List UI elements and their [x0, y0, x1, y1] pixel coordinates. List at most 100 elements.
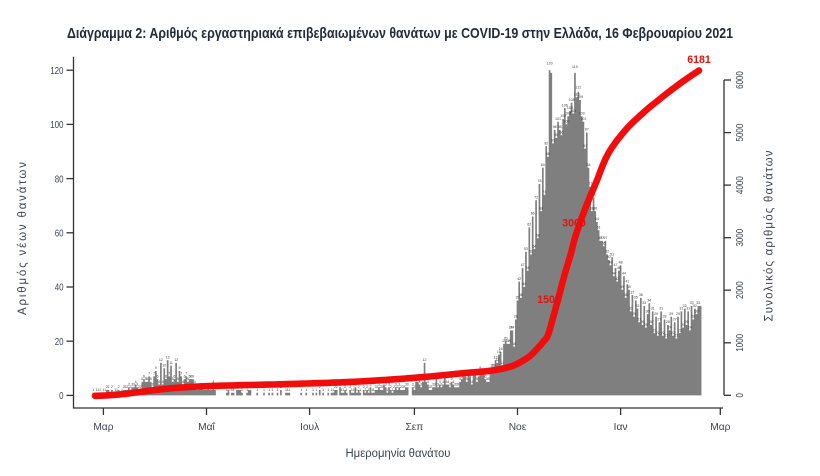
svg-text:88: 88 — [546, 152, 550, 156]
svg-text:110: 110 — [574, 93, 580, 97]
svg-text:1000: 1000 — [735, 334, 746, 352]
svg-text:36: 36 — [639, 293, 643, 297]
svg-text:3: 3 — [456, 383, 458, 387]
svg-text:7: 7 — [153, 372, 155, 376]
svg-text:3: 3 — [131, 383, 133, 387]
svg-text:32: 32 — [693, 304, 697, 308]
svg-text:0: 0 — [735, 393, 746, 398]
svg-text:1: 1 — [356, 388, 358, 392]
svg-text:64: 64 — [595, 217, 599, 221]
svg-text:2: 2 — [336, 385, 338, 389]
svg-text:3: 3 — [432, 383, 434, 387]
svg-text:52: 52 — [605, 250, 609, 254]
svg-text:96: 96 — [559, 130, 563, 134]
svg-text:1: 1 — [116, 388, 118, 392]
svg-text:6000: 6000 — [735, 71, 746, 89]
svg-text:2: 2 — [397, 385, 399, 389]
svg-text:2: 2 — [366, 385, 368, 389]
svg-text:2: 2 — [403, 385, 405, 389]
svg-text:74: 74 — [543, 190, 547, 194]
svg-text:33: 33 — [690, 301, 694, 305]
svg-text:33: 33 — [696, 301, 700, 305]
svg-text:0: 0 — [59, 391, 64, 402]
svg-text:57: 57 — [603, 236, 607, 240]
svg-text:4: 4 — [162, 380, 164, 384]
svg-text:13: 13 — [494, 355, 498, 359]
svg-text:91: 91 — [583, 144, 587, 148]
svg-text:3: 3 — [136, 383, 138, 387]
svg-text:62: 62 — [527, 223, 531, 227]
svg-text:112: 112 — [575, 85, 581, 89]
svg-text:78: 78 — [538, 179, 542, 183]
svg-text:103: 103 — [565, 112, 571, 116]
svg-text:4: 4 — [194, 380, 196, 384]
svg-text:31: 31 — [659, 307, 663, 311]
svg-text:52: 52 — [529, 250, 533, 254]
svg-text:29: 29 — [676, 312, 680, 316]
svg-text:48: 48 — [608, 261, 612, 265]
svg-text:19: 19 — [507, 339, 511, 343]
svg-text:48: 48 — [619, 261, 623, 265]
svg-text:68: 68 — [590, 206, 594, 210]
svg-text:1: 1 — [315, 388, 317, 392]
svg-text:77: 77 — [588, 182, 592, 186]
svg-text:5: 5 — [150, 377, 152, 381]
svg-text:2: 2 — [106, 385, 108, 389]
svg-text:1: 1 — [231, 388, 233, 392]
svg-text:1: 1 — [114, 388, 116, 392]
svg-text:12: 12 — [159, 358, 163, 362]
svg-text:19: 19 — [505, 339, 509, 343]
svg-text:42: 42 — [517, 277, 521, 281]
svg-text:1: 1 — [364, 388, 366, 392]
svg-text:1: 1 — [373, 388, 375, 392]
svg-text:6: 6 — [190, 374, 192, 378]
svg-text:1: 1 — [342, 388, 344, 392]
svg-text:2: 2 — [413, 385, 415, 389]
svg-text:27: 27 — [673, 317, 677, 321]
svg-text:2: 2 — [130, 385, 132, 389]
svg-text:101: 101 — [555, 117, 561, 121]
svg-text:3: 3 — [388, 383, 390, 387]
svg-text:9: 9 — [179, 366, 181, 370]
svg-text:4: 4 — [182, 380, 184, 384]
svg-text:Μαρ: Μαρ — [93, 422, 113, 433]
svg-text:1: 1 — [121, 388, 123, 392]
svg-text:22: 22 — [671, 331, 675, 335]
svg-text:2: 2 — [400, 385, 402, 389]
svg-text:5: 5 — [466, 377, 468, 381]
svg-text:3: 3 — [385, 383, 387, 387]
svg-text:4: 4 — [212, 380, 214, 384]
svg-text:20: 20 — [55, 337, 64, 348]
svg-text:Ημερομηνία θανάτου: Ημερομηνία θανάτου — [346, 448, 451, 460]
svg-text:120: 120 — [50, 66, 64, 77]
svg-text:26: 26 — [641, 320, 645, 324]
svg-text:3: 3 — [437, 383, 439, 387]
svg-text:47: 47 — [521, 263, 525, 267]
svg-text:Μαρ: Μαρ — [710, 422, 730, 433]
svg-text:7: 7 — [180, 372, 182, 376]
svg-text:80: 80 — [55, 174, 64, 185]
svg-text:2: 2 — [376, 385, 378, 389]
svg-text:3: 3 — [434, 383, 436, 387]
svg-text:2: 2 — [123, 385, 125, 389]
svg-text:22: 22 — [661, 331, 665, 335]
svg-text:3: 3 — [405, 383, 407, 387]
svg-text:10: 10 — [490, 364, 494, 368]
svg-text:24: 24 — [688, 326, 692, 330]
svg-text:1: 1 — [277, 388, 279, 392]
svg-text:11: 11 — [500, 361, 504, 365]
svg-text:21: 21 — [664, 334, 668, 338]
svg-text:42: 42 — [615, 277, 619, 281]
svg-text:1: 1 — [271, 388, 273, 392]
svg-text:12: 12 — [495, 358, 499, 362]
svg-text:40: 40 — [55, 283, 64, 294]
svg-text:13: 13 — [166, 355, 170, 359]
svg-text:6: 6 — [165, 374, 167, 378]
svg-text:2000: 2000 — [735, 281, 746, 299]
svg-text:50: 50 — [607, 255, 611, 259]
svg-text:1: 1 — [102, 388, 104, 392]
svg-text:5: 5 — [172, 377, 174, 381]
svg-text:46: 46 — [617, 266, 621, 270]
svg-text:6: 6 — [157, 374, 159, 378]
svg-text:4: 4 — [419, 380, 421, 384]
